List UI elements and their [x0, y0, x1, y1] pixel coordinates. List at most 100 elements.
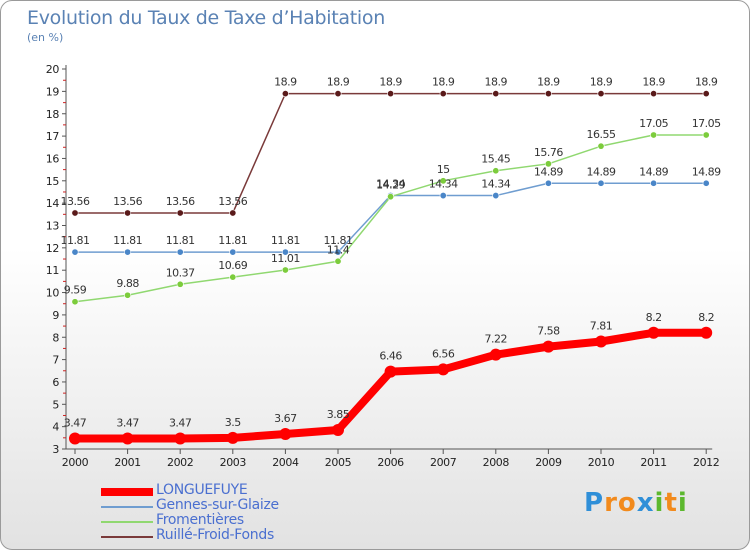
data-point: [650, 90, 658, 98]
data-label: 7.22: [485, 333, 508, 346]
y-tick-label: 5: [52, 398, 59, 411]
data-label: 3.85: [327, 408, 350, 421]
data-point: [700, 326, 713, 339]
legend-swatch: [101, 506, 153, 508]
data-label: 17.05: [692, 117, 721, 130]
data-label: 3.47: [169, 416, 192, 429]
data-point: [387, 193, 395, 201]
logo-letter: r: [604, 488, 618, 518]
data-point: [124, 291, 132, 299]
legend-swatch: [101, 536, 153, 538]
y-tick-label: 17: [46, 130, 60, 143]
data-point: [279, 428, 292, 441]
y-tick-label: 13: [46, 220, 60, 233]
data-point: [121, 432, 134, 445]
logo-letter: P: [584, 488, 605, 518]
logo-letter: o: [617, 488, 637, 518]
y-tick-label: 16: [46, 152, 60, 165]
data-label: 14.89: [587, 165, 616, 178]
logo-letter: t: [664, 488, 678, 518]
y-tick-label: 4: [52, 421, 59, 434]
legend-label: Gennes-sur-Glaize: [156, 497, 279, 513]
data-point: [71, 248, 79, 256]
logo-letter: x: [636, 488, 655, 518]
data-point: [439, 177, 447, 185]
data-label: 9.88: [116, 277, 139, 290]
data-label: 18.9: [695, 76, 718, 89]
data-label: 18.9: [274, 76, 297, 89]
data-label: 18.9: [642, 76, 665, 89]
data-point: [437, 363, 450, 376]
data-point: [281, 266, 289, 274]
data-point: [229, 273, 237, 281]
data-point: [124, 248, 132, 256]
legend-label: LONGUEFUYE: [156, 482, 248, 498]
x-tick-label: 2005: [325, 456, 352, 469]
data-point: [124, 209, 132, 217]
y-tick-label: 11: [46, 264, 59, 277]
data-label: 11.81: [271, 234, 300, 247]
data-label: 7.58: [537, 325, 560, 338]
data-label: 11.81: [61, 234, 90, 247]
x-tick-label: 2010: [588, 456, 615, 469]
y-tick-label: 8: [52, 331, 59, 344]
data-point: [595, 335, 607, 348]
x-tick-label: 2002: [167, 456, 193, 469]
data-point: [71, 209, 79, 217]
data-label: 11.81: [166, 234, 195, 247]
data-label: 15: [437, 163, 450, 176]
data-label: 6.56: [432, 347, 455, 360]
data-label: 18.9: [379, 76, 402, 89]
x-tick-label: 2007: [430, 456, 457, 469]
data-point: [492, 90, 500, 98]
data-label: 14.34: [481, 178, 510, 191]
y-tick-label: 18: [46, 108, 60, 121]
data-point: [702, 179, 710, 187]
data-point: [332, 424, 344, 437]
data-point: [702, 90, 710, 98]
data-point: [176, 280, 184, 288]
data-label: 14.89: [534, 165, 563, 178]
data-label: 18.9: [485, 76, 508, 89]
y-tick-label: 10: [46, 287, 60, 300]
data-label: 15.45: [481, 153, 510, 166]
data-point: [334, 257, 342, 265]
data-point: [281, 90, 289, 98]
x-tick-label: 2000: [62, 456, 89, 469]
data-label: 14.34: [376, 178, 405, 191]
data-label: 13.56: [113, 195, 142, 208]
data-point: [544, 160, 552, 168]
chart-title: Evolution du Taux de Taxe d’Habitation: [27, 7, 385, 29]
data-point: [489, 348, 502, 361]
y-tick-label: 9: [52, 309, 59, 322]
data-point: [226, 431, 239, 444]
legend-label: Fromentières: [156, 512, 244, 528]
logo-letter: i: [654, 488, 665, 518]
data-label: 14.89: [692, 165, 721, 178]
data-label: 14.29: [376, 179, 405, 192]
data-label: 15.76: [534, 146, 563, 159]
data-point: [229, 209, 237, 217]
data-point: [647, 326, 660, 339]
data-point: [597, 90, 605, 98]
logo-letter: i: [677, 488, 688, 518]
unit-label: (en %): [27, 31, 64, 44]
data-label: 8.2: [698, 311, 714, 324]
x-tick-label: 2001: [114, 456, 140, 469]
data-point: [281, 248, 289, 256]
legend-swatch: [101, 488, 153, 496]
x-tick-label: 2011: [640, 456, 666, 469]
data-point: [387, 90, 395, 98]
data-point: [650, 179, 658, 187]
data-point: [597, 179, 605, 187]
legend-label: Ruillé-Froid-Fonds: [156, 527, 274, 543]
data-point: [597, 142, 605, 150]
data-label: 13.56: [166, 195, 195, 208]
data-point: [69, 432, 81, 445]
data-label: 7.81: [590, 319, 613, 332]
data-point: [176, 248, 184, 256]
data-point: [544, 90, 552, 98]
y-tick-label: 20: [46, 63, 60, 76]
data-label: 8.2: [646, 311, 662, 324]
